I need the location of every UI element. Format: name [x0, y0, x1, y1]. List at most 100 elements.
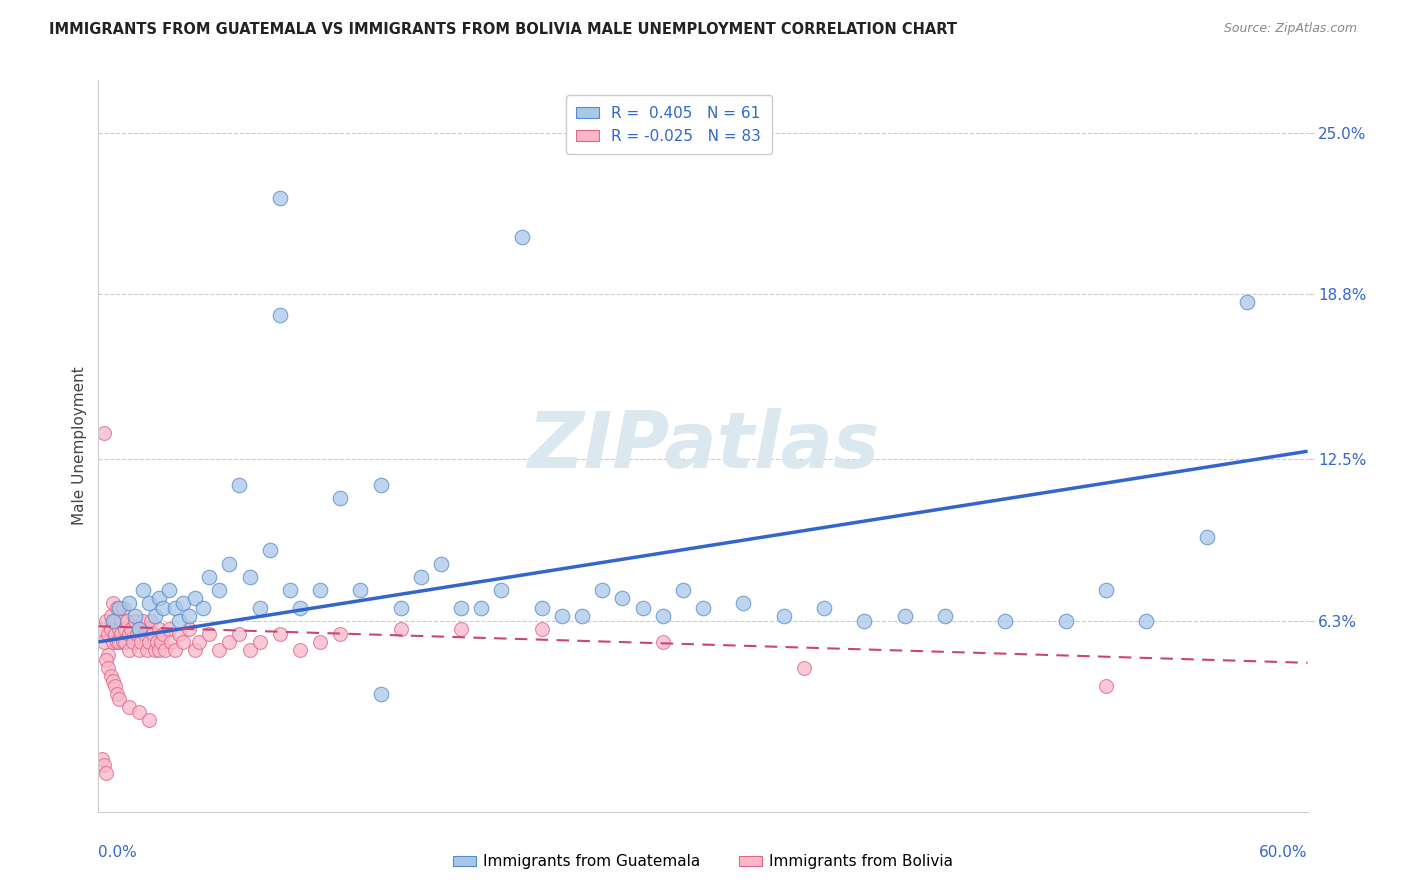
Text: 60.0%: 60.0% — [1260, 845, 1308, 860]
Point — [772, 608, 794, 623]
Text: 0.0%: 0.0% — [98, 845, 138, 860]
Point — [138, 622, 160, 636]
Point — [208, 582, 231, 597]
Point — [107, 635, 129, 649]
Point — [167, 627, 190, 641]
Point — [93, 425, 115, 440]
Point — [148, 622, 170, 636]
Point — [269, 627, 291, 641]
Point — [118, 596, 141, 610]
Point — [591, 582, 613, 597]
Point — [349, 582, 371, 597]
Point — [470, 601, 492, 615]
Point — [409, 569, 432, 583]
Point — [163, 642, 186, 657]
Point — [139, 614, 162, 628]
Point — [101, 635, 124, 649]
Point — [530, 622, 553, 636]
Point — [269, 309, 291, 323]
Point — [107, 622, 129, 636]
Point — [193, 601, 215, 615]
Point — [510, 230, 533, 244]
Point — [1095, 679, 1118, 693]
Point — [208, 642, 231, 657]
Point — [278, 582, 301, 597]
Point — [129, 635, 152, 649]
Point — [692, 601, 714, 615]
Point — [793, 661, 815, 675]
Point — [184, 642, 207, 657]
Point — [389, 622, 412, 636]
Point — [491, 582, 513, 597]
Point — [118, 627, 141, 641]
Point — [813, 601, 835, 615]
Point — [450, 622, 472, 636]
Point — [143, 608, 166, 623]
Point — [612, 591, 634, 605]
Point — [179, 608, 201, 623]
Point — [96, 765, 118, 780]
Point — [1236, 295, 1258, 310]
Point — [110, 627, 132, 641]
Point — [114, 635, 136, 649]
Point — [239, 642, 262, 657]
Point — [370, 687, 392, 701]
Point — [148, 591, 170, 605]
Point — [309, 582, 332, 597]
Point — [132, 614, 155, 628]
Point — [103, 679, 125, 693]
Point — [163, 601, 186, 615]
Legend: Immigrants from Guatemala, Immigrants from Bolivia: Immigrants from Guatemala, Immigrants fr… — [447, 848, 959, 875]
Point — [152, 627, 174, 641]
Point — [249, 635, 271, 649]
Point — [651, 608, 673, 623]
Point — [389, 601, 412, 615]
Point — [138, 635, 160, 649]
Point — [733, 596, 755, 610]
Point — [124, 614, 146, 628]
Point — [188, 635, 211, 649]
Point — [370, 478, 392, 492]
Point — [135, 642, 157, 657]
Point — [115, 614, 138, 628]
Point — [114, 622, 136, 636]
Point — [672, 582, 695, 597]
Point — [157, 622, 180, 636]
Point — [143, 642, 166, 657]
Point — [91, 752, 114, 766]
Point — [228, 478, 250, 492]
Point — [228, 627, 250, 641]
Point — [450, 601, 472, 615]
Point — [134, 627, 156, 641]
Point — [128, 622, 150, 636]
Point — [184, 591, 207, 605]
Point — [146, 635, 169, 649]
Point — [97, 661, 120, 675]
Point — [93, 757, 115, 772]
Point — [651, 635, 673, 649]
Point — [288, 642, 311, 657]
Point — [179, 622, 201, 636]
Text: Source: ZipAtlas.com: Source: ZipAtlas.com — [1223, 22, 1357, 36]
Point — [198, 569, 221, 583]
Point — [309, 635, 332, 649]
Point — [288, 601, 311, 615]
Point — [148, 642, 170, 657]
Point — [153, 642, 176, 657]
Text: IMMIGRANTS FROM GUATEMALA VS IMMIGRANTS FROM BOLIVIA MALE UNEMPLOYMENT CORRELATI: IMMIGRANTS FROM GUATEMALA VS IMMIGRANTS … — [49, 22, 957, 37]
Point — [138, 596, 160, 610]
Point — [101, 596, 124, 610]
Point — [198, 627, 221, 641]
Text: ZIPatlas: ZIPatlas — [527, 408, 879, 484]
Point — [97, 627, 120, 641]
Point — [100, 669, 122, 683]
Point — [239, 569, 262, 583]
Point — [329, 491, 352, 506]
Point — [893, 608, 915, 623]
Point — [124, 608, 146, 623]
Point — [96, 653, 118, 667]
Point — [120, 622, 142, 636]
Legend: R =  0.405   N = 61, R = -0.025   N = 83: R = 0.405 N = 61, R = -0.025 N = 83 — [565, 95, 772, 154]
Point — [1095, 582, 1118, 597]
Point — [1195, 530, 1218, 544]
